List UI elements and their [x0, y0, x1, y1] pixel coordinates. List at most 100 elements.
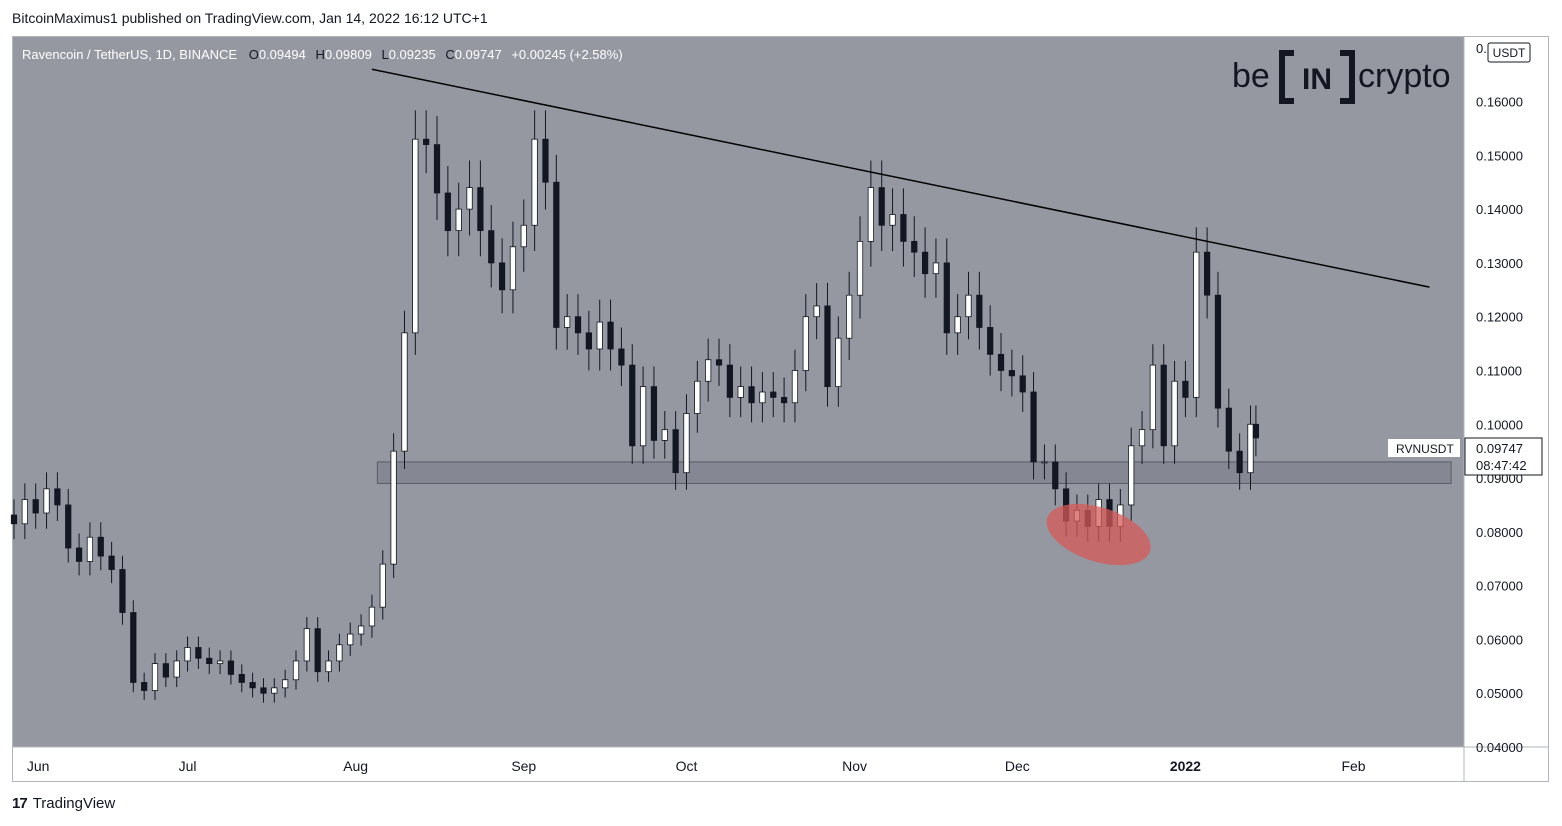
candle-body	[954, 316, 961, 334]
candle-body	[433, 144, 441, 194]
candle-body	[1160, 364, 1167, 447]
time-tick-label: Nov	[842, 758, 867, 774]
candle-body	[921, 251, 929, 275]
candle-body	[119, 569, 126, 613]
candle-body	[520, 224, 527, 248]
legend-low-value: 0.09235	[389, 47, 436, 62]
legend-close-label: C	[445, 47, 454, 62]
candle-body	[1138, 429, 1146, 447]
legend-open-value: 0.09494	[259, 47, 306, 62]
candle-body	[347, 633, 354, 646]
candle-body	[423, 138, 430, 145]
candle-body	[249, 682, 256, 689]
time-tick-labels: Jun Jul Aug Sep Oct Nov Dec 2022 Feb	[27, 758, 1366, 774]
candle-body	[86, 536, 94, 562]
legend-change: +0.00245 (+2.58%)	[511, 47, 622, 62]
last-price-value: 0.09747	[1476, 441, 1523, 456]
price-tick-label: 0.12000	[1476, 310, 1523, 325]
candle-body	[292, 660, 300, 681]
candle-body	[455, 208, 462, 232]
candle-body	[889, 214, 896, 226]
price-tick-label: 0.11000	[1476, 363, 1522, 378]
candle-body	[943, 262, 950, 334]
currency-label: USDT	[1493, 46, 1526, 60]
price-tick-label: 0.10000	[1476, 417, 1523, 432]
descending-trendline[interactable]	[371, 68, 1430, 288]
candle-body	[553, 181, 560, 328]
candle-body	[661, 429, 668, 441]
beincrypto-watermark: be IN crypto	[1232, 50, 1451, 104]
candle-body	[466, 187, 473, 210]
candle-body	[813, 305, 820, 318]
candle-body	[141, 682, 148, 691]
candles-group	[10, 110, 1260, 703]
candle-body	[596, 321, 603, 350]
candle-body	[282, 679, 289, 689]
time-tick-label: 2022	[1170, 758, 1201, 774]
candle-body	[130, 612, 137, 683]
time-tick-label: Oct	[676, 758, 698, 774]
candle-body	[498, 262, 506, 291]
candle-body	[618, 348, 625, 366]
time-tick-label: Feb	[1341, 758, 1365, 774]
candle-body	[976, 294, 983, 328]
candle-body	[325, 660, 332, 673]
candle-body	[585, 332, 592, 350]
symbol-tag-label: RVNUSDT	[1396, 442, 1454, 456]
currency-badge[interactable]	[1487, 42, 1531, 63]
watermark-bracket-gap	[1294, 50, 1340, 104]
legend-close-value: 0.09747	[455, 47, 502, 62]
candle-body	[1214, 294, 1222, 409]
watermark-crypto: crypto	[1358, 57, 1451, 95]
candle-body	[639, 386, 647, 447]
legend-open-label: O	[249, 47, 259, 62]
price-tick-labels: 0.170000.160000.150000.140000.130000.120…	[1476, 41, 1523, 755]
candle-body	[1193, 251, 1200, 398]
candle-body	[694, 380, 701, 414]
support-zone	[376, 461, 1452, 484]
price-tick-label: 0.07000	[1476, 579, 1523, 594]
candle-body	[672, 429, 679, 474]
candle-body	[227, 660, 235, 675]
last-price-tag	[1464, 437, 1543, 476]
candle-body	[1225, 407, 1232, 452]
candle-body	[574, 316, 582, 334]
candle-body	[65, 504, 72, 549]
candle-body	[759, 391, 766, 404]
price-tick-label: 0.04000	[1476, 740, 1523, 755]
chart-frame	[12, 36, 1549, 782]
candle-body	[1019, 375, 1026, 393]
candle-body	[867, 187, 874, 242]
candle-body	[1008, 370, 1015, 377]
legend-high-label: H	[315, 47, 324, 62]
price-tick-label: 0.06000	[1476, 632, 1523, 647]
candle-body	[108, 555, 115, 570]
candle-body	[195, 647, 202, 659]
candle-body	[824, 305, 831, 388]
candle-body	[770, 391, 777, 398]
price-axis-area	[1464, 37, 1548, 747]
candle-body	[75, 547, 83, 562]
candle-body	[1149, 364, 1156, 431]
watermark-in: IN	[1302, 63, 1332, 96]
candle-body	[1252, 423, 1260, 439]
time-tick-label: Jun	[27, 758, 50, 774]
candle-body	[32, 499, 39, 514]
candle-body	[650, 386, 658, 441]
candle-body	[97, 536, 104, 557]
candle-body	[1171, 380, 1178, 447]
candle-body	[314, 628, 321, 673]
time-tick-label: Dec	[1005, 758, 1030, 774]
price-tick-label: 0.14000	[1476, 202, 1523, 217]
candle-body	[542, 138, 549, 183]
candle-body	[368, 606, 376, 627]
candle-body	[846, 294, 853, 339]
candle-body	[379, 563, 386, 608]
candle-body	[173, 660, 180, 678]
candle-body	[216, 660, 224, 665]
candle-body	[260, 687, 267, 694]
candle-body	[737, 386, 744, 398]
candle-body	[162, 663, 169, 678]
candle-body	[1128, 445, 1135, 506]
